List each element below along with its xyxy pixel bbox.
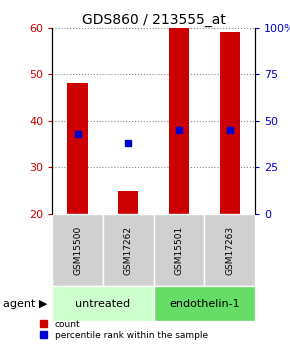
Bar (103, 214, 154, 286)
Bar (67, 83, 88, 214)
Bar (169, 28, 189, 214)
Bar (52, 214, 103, 286)
Legend: count, percentile rank within the sample: count, percentile rank within the sample (39, 319, 209, 341)
Bar (118, 190, 139, 214)
Bar (154, 214, 204, 286)
Bar (52, 286, 154, 321)
Text: endothelin-1: endothelin-1 (169, 299, 240, 308)
Text: GSM15501: GSM15501 (175, 226, 184, 275)
Text: GSM17262: GSM17262 (124, 226, 133, 275)
Text: untreated: untreated (75, 299, 130, 308)
Text: agent ▶: agent ▶ (3, 299, 47, 308)
Bar (220, 32, 240, 214)
Text: GSM15500: GSM15500 (73, 226, 82, 275)
Bar (204, 214, 255, 286)
Bar (154, 286, 255, 321)
Title: GDS860 / 213555_at: GDS860 / 213555_at (82, 12, 226, 27)
Text: GSM17263: GSM17263 (225, 226, 234, 275)
